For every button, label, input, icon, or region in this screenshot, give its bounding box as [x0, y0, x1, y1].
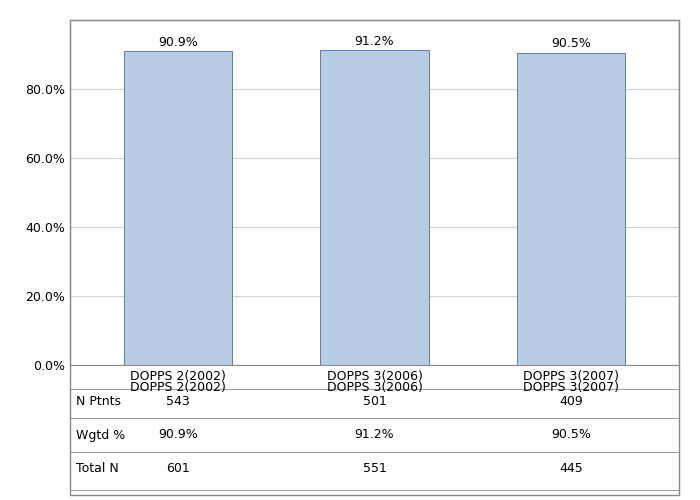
Text: 409: 409	[559, 395, 583, 408]
Text: 91.2%: 91.2%	[355, 34, 394, 48]
Text: 501: 501	[363, 395, 386, 408]
Text: 445: 445	[559, 462, 583, 475]
Text: 91.2%: 91.2%	[355, 428, 394, 442]
Text: Total N: Total N	[76, 462, 119, 475]
Text: DOPPS 3(2007): DOPPS 3(2007)	[523, 381, 619, 394]
Text: 90.5%: 90.5%	[551, 37, 591, 50]
Text: 601: 601	[166, 462, 190, 475]
Text: 543: 543	[166, 395, 190, 408]
Text: DOPPS 3(2006): DOPPS 3(2006)	[327, 381, 422, 394]
Text: DOPPS 2(2002): DOPPS 2(2002)	[130, 381, 226, 394]
Text: 90.9%: 90.9%	[158, 36, 198, 49]
Bar	[517, 53, 625, 365]
Text: 90.5%: 90.5%	[551, 428, 591, 442]
Bar	[124, 52, 232, 365]
Bar	[321, 50, 428, 365]
Text: N Ptnts: N Ptnts	[76, 395, 121, 408]
Text: Wgtd %: Wgtd %	[76, 428, 125, 442]
Text: 551: 551	[363, 462, 386, 475]
Text: 90.9%: 90.9%	[158, 428, 198, 442]
